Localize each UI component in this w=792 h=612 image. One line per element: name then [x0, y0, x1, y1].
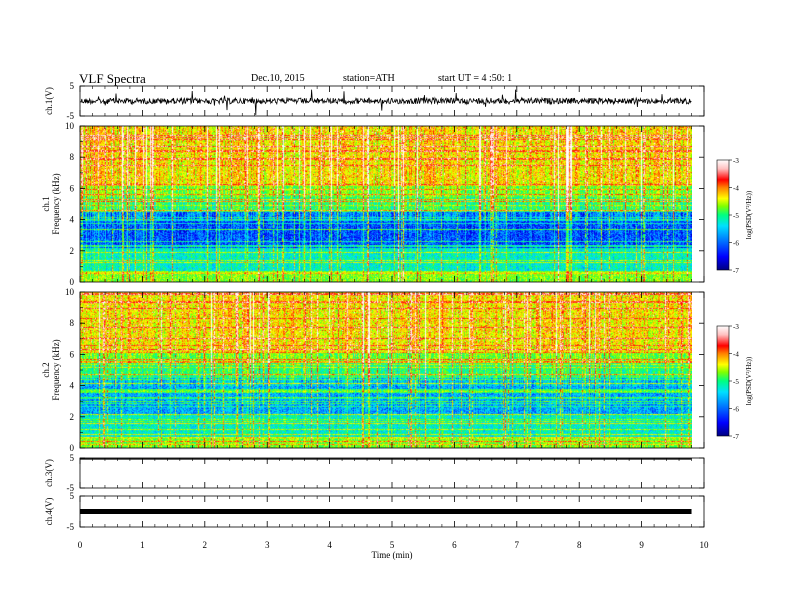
y-tick-label: 5: [70, 453, 75, 463]
panel-ylabel: ch.4(V): [44, 498, 54, 526]
spectrogram-image: [80, 292, 692, 448]
y-tick-label: 0: [70, 277, 75, 287]
x-tick-label: 6: [452, 540, 457, 550]
colorbar-tick-label: -7: [733, 433, 739, 441]
panel-ylabel: ch.3(V): [44, 459, 54, 487]
y-tick-label: 2: [70, 246, 75, 256]
y-tick-label: 4: [70, 215, 75, 225]
colorbar-label: log(PSD(V²/Hz)): [745, 356, 753, 405]
spectrogram-image: [80, 126, 692, 282]
ch1-waveform-trace: [79, 89, 692, 116]
colorbar-tick-label: -7: [733, 267, 739, 275]
x-tick-label: 8: [577, 540, 582, 550]
y-tick-label: 5: [70, 491, 75, 501]
panel-channel-label: ch.1: [41, 196, 51, 211]
y-tick-label: 8: [70, 318, 75, 328]
date-label: Dec.10, 2015: [251, 73, 305, 84]
x-tick-label: 0: [78, 540, 83, 550]
figure-title: VLF Spectra: [79, 71, 146, 86]
x-tick-label: 4: [327, 540, 332, 550]
x-axis-label: Time (min): [372, 550, 413, 560]
colorbar: [716, 159, 730, 271]
frequency-axis-label: Frequency (kHz): [51, 339, 61, 400]
colorbar-tick-label: -3: [733, 323, 739, 331]
y-tick-label: 5: [70, 81, 75, 91]
colorbar-tick-label: -5: [733, 212, 739, 220]
y-tick-label: 0: [70, 443, 75, 453]
y-tick-label: 8: [70, 152, 75, 162]
y-tick-label: 6: [70, 349, 75, 359]
start-ut-label: start UT = 4 :50: 1: [438, 73, 513, 84]
colorbar-label: log(PSD(V²/Hz)): [745, 190, 753, 239]
x-tick-label: 5: [390, 540, 395, 550]
panel-ylabel: ch.1(V): [44, 87, 54, 115]
colorbar-tick-label: -4: [733, 351, 739, 359]
y-tick-label: -5: [67, 483, 75, 493]
y-tick-label: 10: [65, 287, 75, 297]
x-tick-label: 2: [203, 540, 208, 550]
panel-channel-label: ch.2: [41, 362, 51, 377]
colorbar-tick-label: -6: [733, 240, 739, 248]
x-tick-label: 7: [515, 540, 520, 550]
y-tick-label: -5: [67, 522, 75, 532]
frequency-axis-label: Frequency (kHz): [51, 173, 61, 234]
x-tick-label: 3: [265, 540, 270, 550]
colorbar-tick-label: -4: [733, 185, 739, 193]
station-label: station=ATH: [343, 73, 395, 84]
x-tick-label: 9: [639, 540, 644, 550]
colorbar: [716, 325, 730, 437]
y-tick-label: 10: [65, 121, 75, 131]
x-tick-label: 1: [140, 540, 145, 550]
colorbar-tick-label: -3: [733, 157, 739, 165]
x-tick-label: 10: [700, 540, 710, 550]
colorbar-tick-label: -5: [733, 378, 739, 386]
colorbar-tick-label: -6: [733, 406, 739, 414]
y-tick-label: 6: [70, 183, 75, 193]
y-tick-label: 2: [70, 412, 75, 422]
y-tick-label: 4: [70, 381, 75, 391]
y-tick-label: -5: [67, 111, 75, 121]
